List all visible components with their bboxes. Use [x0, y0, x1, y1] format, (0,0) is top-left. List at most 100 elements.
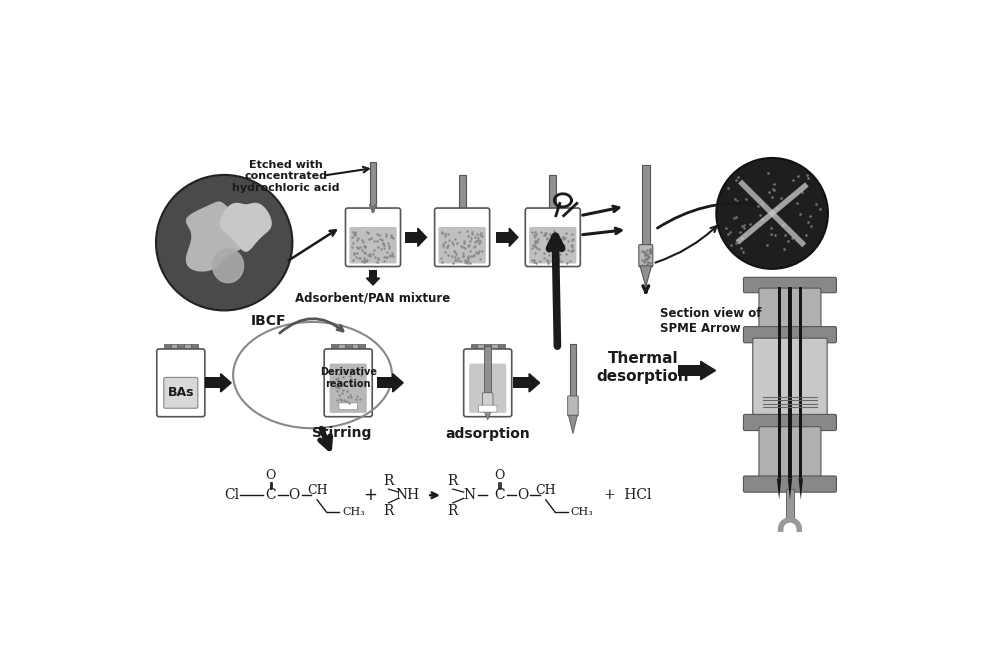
Bar: [529, 209, 577, 217]
FancyBboxPatch shape: [743, 414, 836, 430]
Bar: [491, 344, 498, 353]
Text: Etched with
concentrated
hydrochloric acid: Etched with concentrated hydrochloric ac…: [232, 160, 340, 193]
Text: CH₃: CH₃: [571, 507, 593, 517]
Bar: [513, 377, 529, 388]
Bar: [642, 165, 650, 248]
Text: N: N: [464, 489, 476, 502]
Bar: [338, 344, 345, 353]
Polygon shape: [418, 228, 426, 246]
Text: C: C: [265, 489, 276, 502]
Bar: [331, 344, 338, 353]
Polygon shape: [221, 203, 271, 251]
Polygon shape: [483, 409, 492, 420]
Polygon shape: [393, 373, 403, 392]
FancyBboxPatch shape: [339, 403, 358, 410]
Bar: [191, 344, 198, 353]
FancyBboxPatch shape: [482, 393, 493, 410]
Bar: [358, 344, 365, 353]
Text: Derivative
reaction: Derivative reaction: [320, 367, 377, 389]
Polygon shape: [640, 265, 652, 287]
Polygon shape: [366, 278, 380, 285]
Text: CH: CH: [307, 484, 328, 497]
Bar: [377, 377, 393, 388]
Bar: [369, 269, 377, 278]
FancyBboxPatch shape: [478, 405, 497, 412]
Text: C: C: [494, 489, 505, 502]
Bar: [788, 287, 792, 479]
FancyBboxPatch shape: [345, 208, 401, 267]
Bar: [184, 344, 191, 353]
Bar: [349, 209, 397, 217]
FancyBboxPatch shape: [330, 363, 367, 413]
Bar: [484, 346, 491, 409]
Text: CH₃: CH₃: [342, 507, 365, 517]
FancyBboxPatch shape: [435, 208, 490, 267]
FancyBboxPatch shape: [753, 338, 827, 418]
Text: +: +: [363, 487, 377, 504]
FancyBboxPatch shape: [464, 349, 512, 416]
Polygon shape: [799, 479, 803, 500]
FancyBboxPatch shape: [759, 427, 821, 480]
FancyBboxPatch shape: [164, 377, 198, 408]
FancyBboxPatch shape: [438, 227, 486, 263]
Bar: [164, 344, 171, 353]
Text: R: R: [448, 504, 458, 518]
Text: R: R: [448, 475, 458, 489]
Bar: [177, 344, 184, 353]
FancyBboxPatch shape: [529, 227, 576, 263]
Bar: [484, 344, 491, 353]
FancyBboxPatch shape: [157, 349, 205, 416]
Bar: [678, 365, 701, 376]
Bar: [459, 175, 466, 217]
FancyBboxPatch shape: [639, 244, 653, 267]
Text: R: R: [383, 475, 394, 489]
Bar: [570, 344, 576, 415]
Text: Cl: Cl: [224, 489, 240, 502]
Bar: [352, 344, 358, 353]
Bar: [171, 344, 177, 353]
Text: Section view of
SPME Arrow: Section view of SPME Arrow: [660, 307, 761, 334]
Text: R: R: [383, 504, 394, 518]
Text: O: O: [288, 489, 300, 502]
FancyBboxPatch shape: [743, 476, 836, 492]
FancyBboxPatch shape: [743, 326, 836, 343]
Bar: [799, 287, 802, 479]
Bar: [477, 344, 484, 353]
Text: Adsorbent/PAN mixture: Adsorbent/PAN mixture: [295, 291, 451, 305]
Text: Thermal
desorption: Thermal desorption: [596, 352, 689, 383]
Text: O: O: [494, 469, 505, 482]
Polygon shape: [529, 373, 540, 392]
Bar: [471, 344, 477, 353]
Polygon shape: [509, 228, 518, 246]
FancyBboxPatch shape: [324, 349, 372, 416]
FancyBboxPatch shape: [759, 288, 821, 331]
FancyBboxPatch shape: [568, 396, 578, 416]
Polygon shape: [213, 249, 244, 283]
Polygon shape: [568, 415, 577, 434]
FancyBboxPatch shape: [525, 208, 580, 267]
Bar: [205, 377, 221, 388]
Polygon shape: [788, 479, 792, 500]
FancyBboxPatch shape: [469, 363, 506, 413]
FancyBboxPatch shape: [743, 277, 836, 293]
Polygon shape: [777, 479, 781, 500]
Text: BAs: BAs: [168, 387, 194, 399]
Circle shape: [156, 175, 292, 310]
Bar: [778, 287, 781, 479]
Bar: [496, 232, 509, 243]
Circle shape: [716, 158, 828, 269]
Text: NH: NH: [396, 489, 420, 502]
Bar: [405, 232, 418, 243]
FancyBboxPatch shape: [349, 227, 397, 263]
Text: +  HCl: + HCl: [604, 489, 651, 502]
Text: O: O: [517, 489, 528, 502]
Bar: [370, 162, 376, 217]
Polygon shape: [701, 361, 716, 380]
Text: O: O: [266, 469, 276, 482]
Bar: [549, 175, 556, 217]
Polygon shape: [221, 373, 231, 392]
Bar: [345, 344, 352, 353]
Polygon shape: [187, 202, 251, 271]
Bar: [438, 209, 486, 217]
Bar: [786, 489, 794, 520]
